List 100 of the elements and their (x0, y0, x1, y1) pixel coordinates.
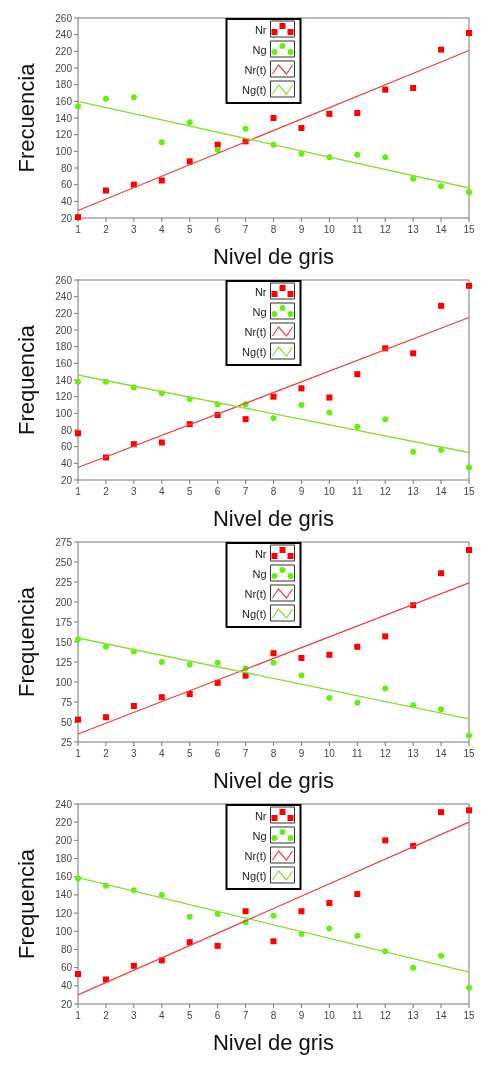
point (438, 447, 445, 453)
x-tick-label: 2 (103, 1010, 110, 1021)
x-tick-label: 13 (407, 224, 420, 235)
x-tick-label: 6 (214, 224, 221, 235)
x-tick-label: 9 (298, 748, 305, 759)
y-tick-label: 40 (60, 195, 73, 207)
point (326, 900, 333, 907)
y-tick-label: 225 (55, 576, 73, 588)
y-tick-label: 100 (55, 676, 73, 688)
y-tick-label: 80 (60, 162, 73, 174)
legend-label: Ng(t) (242, 346, 267, 358)
legend-label: Nr (254, 24, 267, 36)
x-tick-label: 5 (186, 1010, 193, 1021)
point (214, 659, 221, 666)
point (186, 939, 193, 946)
point (270, 115, 277, 121)
y-tick-label: 60 (60, 962, 73, 974)
x-tick-label: 3 (131, 486, 138, 497)
y-tick-label: 75 (60, 696, 73, 708)
point (102, 643, 109, 650)
point (75, 103, 81, 110)
point (410, 175, 417, 182)
y-tick-label: 125 (55, 656, 73, 668)
x-tick-label: 7 (242, 486, 249, 497)
x-tick-label: 11 (352, 224, 363, 235)
point (214, 942, 221, 949)
point (270, 650, 277, 657)
point (270, 393, 277, 400)
x-tick-label: 4 (159, 1010, 165, 1021)
y-tick-label: 240 (55, 29, 73, 41)
x-tick-label: 2 (103, 486, 110, 497)
point (186, 661, 193, 668)
x-tick-label: 6 (214, 1010, 221, 1021)
y-tick-label: 240 (55, 798, 73, 810)
point (186, 158, 193, 165)
point (382, 86, 389, 93)
x-tick-label: 13 (407, 748, 420, 759)
point (382, 837, 389, 844)
x-tick-label: 9 (298, 1010, 305, 1021)
x-tick-label: 3 (131, 224, 138, 235)
x-tick-label: 10 (323, 1010, 336, 1021)
point (354, 891, 361, 897)
x-tick-label: 2 (103, 748, 110, 759)
x-tick-label: 12 (379, 486, 392, 497)
y-tick-label: 180 (55, 341, 73, 353)
y-tick-label: 50 (60, 716, 73, 728)
x-tick-label: 13 (407, 1010, 420, 1021)
x-tick-label: 8 (270, 1010, 277, 1021)
y-axis-title: Frequencia (14, 848, 39, 960)
point (158, 891, 165, 898)
y-tick-label: 140 (55, 889, 73, 901)
x-tick-label: 15 (463, 748, 475, 759)
point (326, 925, 333, 932)
y-axis-title: Frequencia (14, 586, 39, 698)
x-tick-label: 9 (298, 224, 305, 235)
x-tick-label: 14 (435, 748, 448, 759)
point (102, 187, 109, 194)
x-tick-label: 7 (242, 1010, 249, 1021)
y-tick-label: 40 (60, 980, 73, 992)
point (466, 547, 472, 553)
x-axis-title: Nivel de gris (212, 244, 335, 269)
y-tick-label: 80 (60, 943, 73, 955)
x-tick-label: 4 (159, 748, 165, 759)
x-tick-label: 12 (379, 224, 392, 235)
point (382, 154, 389, 161)
legend-label: Nr(t) (244, 850, 267, 862)
y-tick-label: 260 (55, 274, 73, 286)
x-tick-label: 12 (379, 1010, 392, 1021)
y-tick-label: 140 (55, 112, 73, 124)
point (410, 448, 417, 455)
y-tick-label: 200 (55, 596, 73, 608)
point (438, 809, 445, 816)
legend-label: Ng(t) (242, 84, 267, 96)
point (466, 732, 472, 739)
point (466, 807, 472, 814)
legend-label: Ng(t) (242, 870, 267, 882)
legend-label: Ng(t) (242, 608, 267, 620)
point (158, 694, 165, 701)
point (438, 706, 445, 713)
x-tick-label: 14 (435, 486, 448, 497)
point (130, 962, 137, 969)
point (382, 685, 389, 692)
point (102, 976, 109, 983)
y-tick-label: 160 (55, 871, 73, 883)
x-tick-label: 10 (323, 224, 336, 235)
point (242, 908, 249, 915)
y-tick-label: 100 (55, 407, 73, 419)
x-tick-label: 6 (214, 486, 221, 497)
x-tick-label: 15 (463, 224, 475, 235)
point (326, 651, 333, 658)
point (382, 633, 389, 640)
y-tick-label: 275 (55, 536, 73, 548)
x-tick-label: 7 (242, 748, 249, 759)
y-tick-label: 160 (55, 357, 73, 369)
y-tick-label: 25 (60, 736, 73, 748)
point (410, 350, 417, 357)
point (270, 938, 277, 945)
legend-label: Nr (254, 286, 267, 298)
y-tick-label: 100 (55, 145, 73, 157)
point (438, 302, 445, 309)
